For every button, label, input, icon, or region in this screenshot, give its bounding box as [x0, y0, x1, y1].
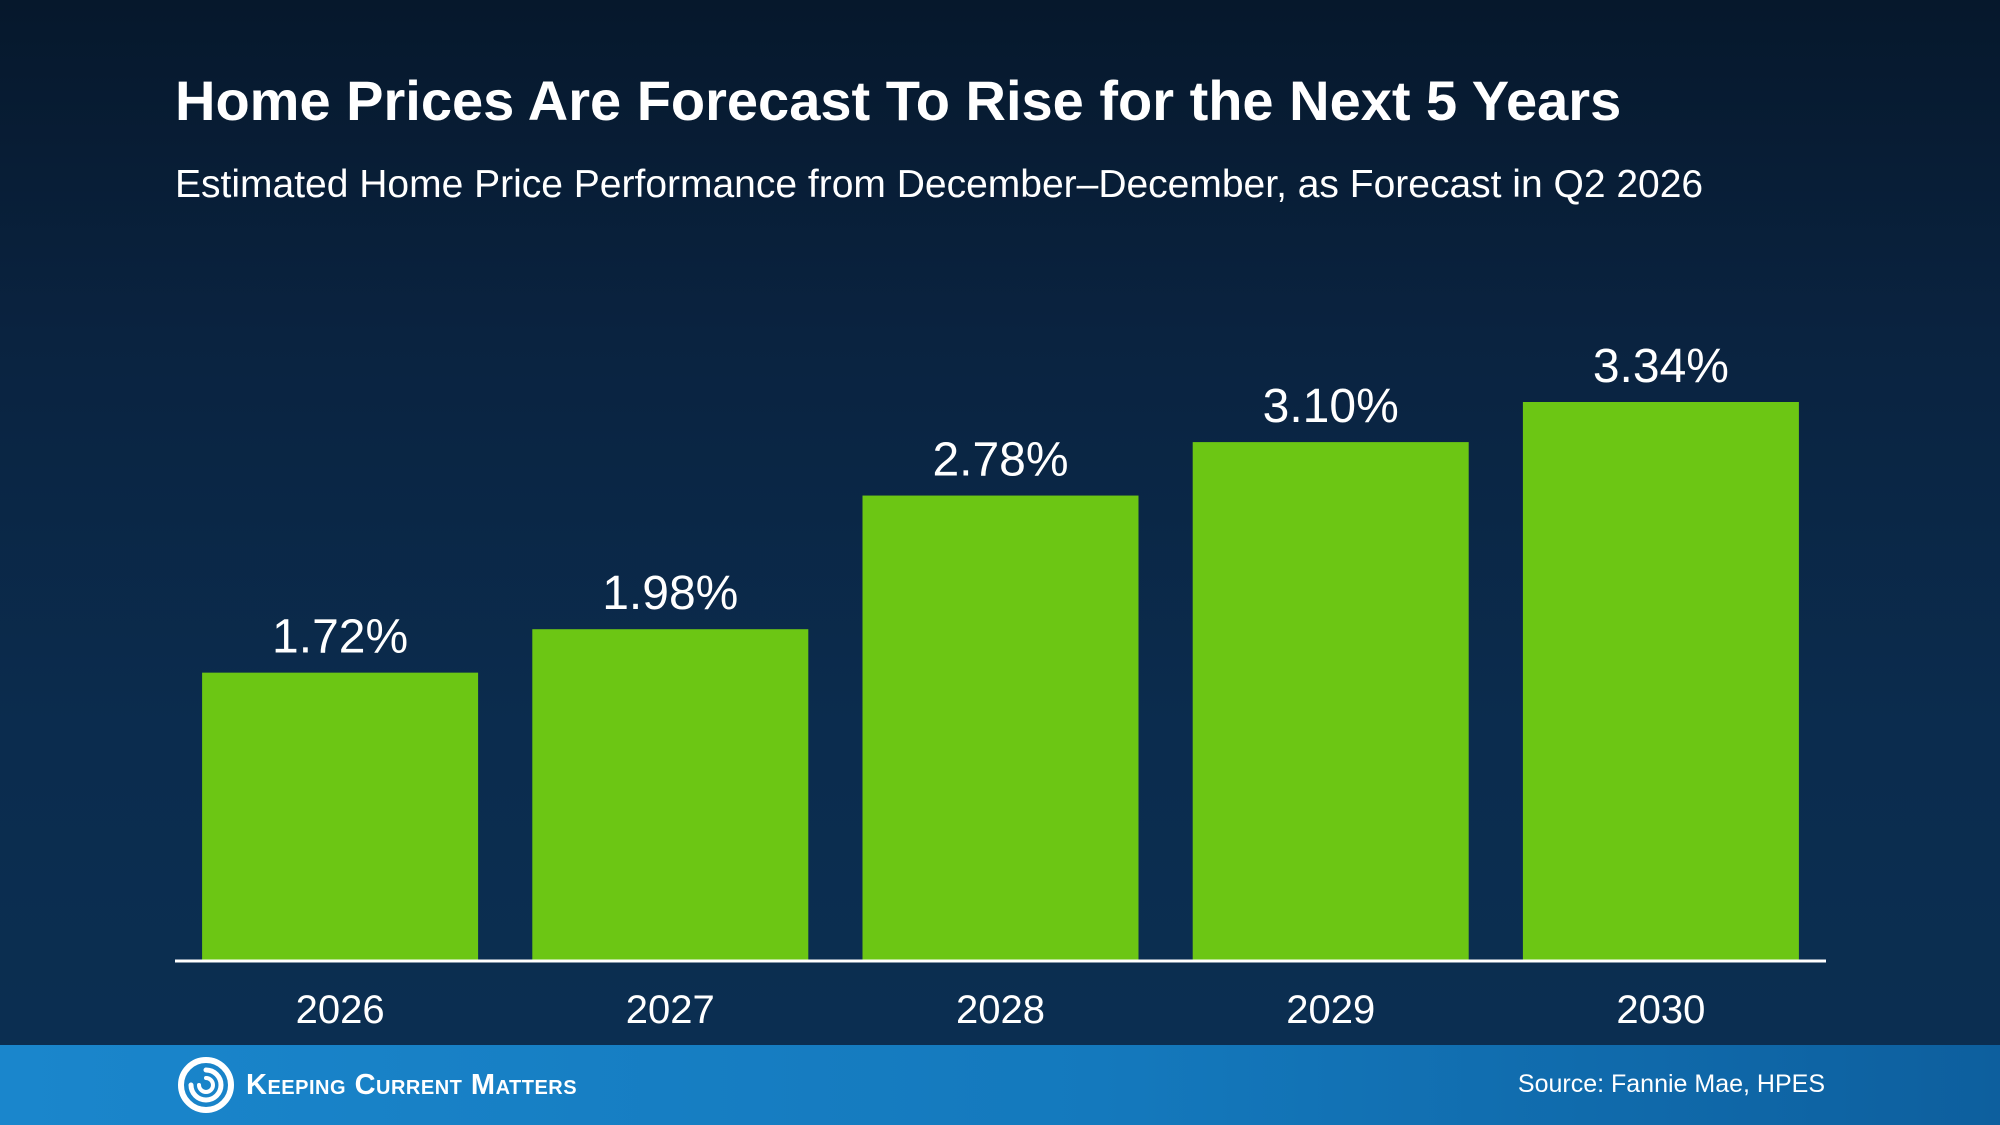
- data-label-2029: 3.10%: [1263, 380, 1399, 433]
- x-tick-label-2029: 2029: [1286, 988, 1375, 1032]
- data-label-2028: 2.78%: [932, 434, 1068, 487]
- x-tick-label-2028: 2028: [956, 988, 1045, 1032]
- brand-name: Keeping Current Matters: [246, 1068, 578, 1101]
- data-label-2026: 1.72%: [272, 611, 408, 664]
- bar-2030: [1522, 402, 1799, 960]
- bar-2027: [532, 629, 809, 960]
- bar-chart: 1.72% 2026 1.98% 2027 2.78% 2028 3.10% 2029 3.34…: [202, 340, 1799, 1032]
- data-label-2027: 1.98%: [602, 567, 738, 620]
- chart-subtitle: Estimated Home Price Performance from De…: [175, 163, 1704, 206]
- x-tick-label-2030: 2030: [1616, 988, 1705, 1032]
- bar-2029: [1192, 442, 1469, 960]
- x-tick-label-2026: 2026: [296, 988, 385, 1032]
- x-tick-label-2027: 2027: [626, 988, 715, 1032]
- footer-bar: Keeping Current Matters Source: Fannie M…: [0, 1045, 2000, 1125]
- bar-2028: [862, 495, 1139, 960]
- bar-2026: [202, 672, 479, 960]
- data-label-2030: 3.34%: [1593, 340, 1729, 393]
- brand-logo[interactable]: Keeping Current Matters: [178, 1057, 577, 1113]
- swirl-logo-icon: [178, 1057, 234, 1113]
- source-note: Source: Fannie Mae, HPES: [1517, 1070, 1825, 1098]
- chart-title: Home Prices Are Forecast To Rise for the…: [175, 69, 1622, 132]
